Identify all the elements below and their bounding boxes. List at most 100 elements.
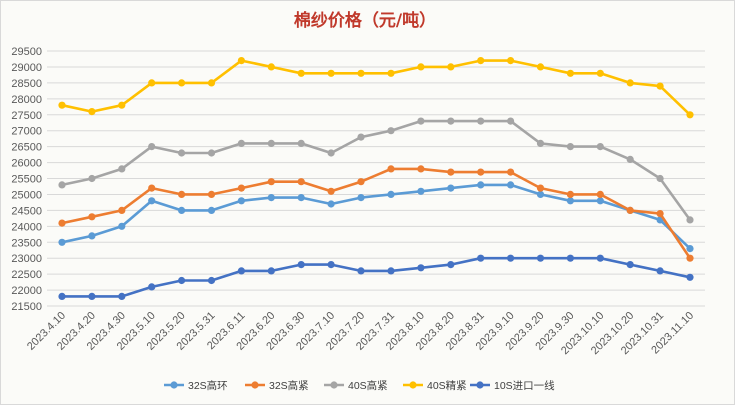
data-point [297, 261, 305, 269]
data-point [596, 254, 604, 262]
y-tick-label: 22000 [11, 285, 42, 297]
data-point [596, 143, 604, 151]
data-point [447, 63, 455, 71]
data-point [297, 178, 305, 186]
data-point [686, 111, 694, 119]
legend-item: 32S高环 [164, 379, 228, 392]
series-line [61, 59, 691, 116]
y-tick-label: 24500 [11, 205, 42, 217]
legend-label: 40S精紧 [427, 379, 467, 392]
y-tick-label: 23500 [11, 237, 42, 249]
data-point [447, 184, 455, 192]
data-point [477, 57, 485, 65]
data-point [88, 108, 96, 116]
data-point [178, 149, 186, 157]
series [58, 254, 694, 300]
data-point [267, 63, 275, 71]
legend-swatch-marker [330, 381, 338, 389]
data-point [207, 190, 216, 198]
data-point [626, 206, 634, 214]
data-point [417, 165, 425, 173]
data-point [477, 168, 485, 176]
y-tick-label: 23000 [11, 253, 42, 265]
data-point [237, 139, 245, 147]
data-point [178, 276, 186, 285]
series [58, 57, 694, 119]
y-tick-label: 27000 [11, 126, 42, 138]
data-point [447, 117, 455, 125]
data-point [387, 127, 395, 135]
data-point [88, 174, 96, 183]
y-tick-label: 24000 [11, 221, 42, 233]
data-point [178, 79, 186, 87]
data-point [207, 79, 216, 87]
data-point [387, 165, 395, 173]
legend-swatch-marker [476, 381, 484, 389]
data-point [536, 63, 545, 71]
data-point [566, 254, 575, 262]
y-tick-label: 28500 [11, 78, 42, 90]
data-point [148, 283, 156, 291]
data-point [357, 267, 365, 275]
legend-label: 40S高紧 [348, 379, 388, 392]
data-point [327, 187, 335, 195]
data-point [507, 181, 515, 189]
data-point [58, 101, 66, 109]
data-point [267, 139, 275, 147]
data-point [596, 69, 604, 77]
data-point [148, 79, 156, 87]
data-point [507, 168, 515, 176]
data-point [58, 292, 66, 300]
data-point [267, 194, 275, 202]
series-line [61, 119, 692, 221]
legend-item: 40S高紧 [324, 379, 388, 392]
data-point [686, 216, 694, 224]
data-point [626, 79, 634, 87]
y-tick-label: 26500 [11, 142, 42, 154]
data-point [357, 194, 365, 202]
data-point [387, 267, 395, 275]
data-point [148, 184, 156, 192]
data-point [207, 276, 216, 285]
data-point [566, 190, 575, 198]
data-point [207, 149, 216, 157]
data-point [357, 69, 365, 77]
series-line [61, 167, 692, 259]
data-point [417, 187, 425, 195]
data-point [237, 57, 245, 65]
data-point [417, 264, 425, 272]
data-point [88, 232, 96, 240]
data-point [686, 245, 694, 253]
data-point [477, 181, 485, 189]
y-axis: 21500 22000 22500 23000 23500 24000 24500 25000… [11, 46, 42, 313]
data-point [58, 181, 66, 189]
legend-item: 10S进口一线 [470, 379, 555, 392]
y-tick-label: 21500 [11, 301, 42, 313]
data-point [447, 168, 455, 176]
data-point [118, 165, 126, 173]
data-point [88, 292, 96, 300]
data-point [148, 143, 156, 151]
data-point [357, 133, 365, 141]
data-point [327, 149, 335, 157]
legend-item: 32S高紧 [245, 379, 309, 392]
data-point [507, 117, 515, 125]
series-line [62, 256, 691, 298]
series-layer [58, 57, 694, 300]
data-point [58, 238, 66, 246]
data-point [387, 69, 395, 77]
legend-label: 10S进口一线 [494, 379, 555, 392]
series [58, 181, 694, 253]
y-tick-label: 28000 [11, 94, 42, 106]
data-point [148, 197, 156, 205]
data-point [536, 139, 545, 147]
data-point [417, 117, 425, 125]
data-point [118, 222, 126, 230]
data-point [237, 184, 245, 192]
y-tick-label: 26000 [11, 158, 42, 170]
data-point [118, 206, 126, 214]
legend-swatch-marker [170, 381, 178, 389]
legend-swatch-marker [251, 381, 259, 389]
